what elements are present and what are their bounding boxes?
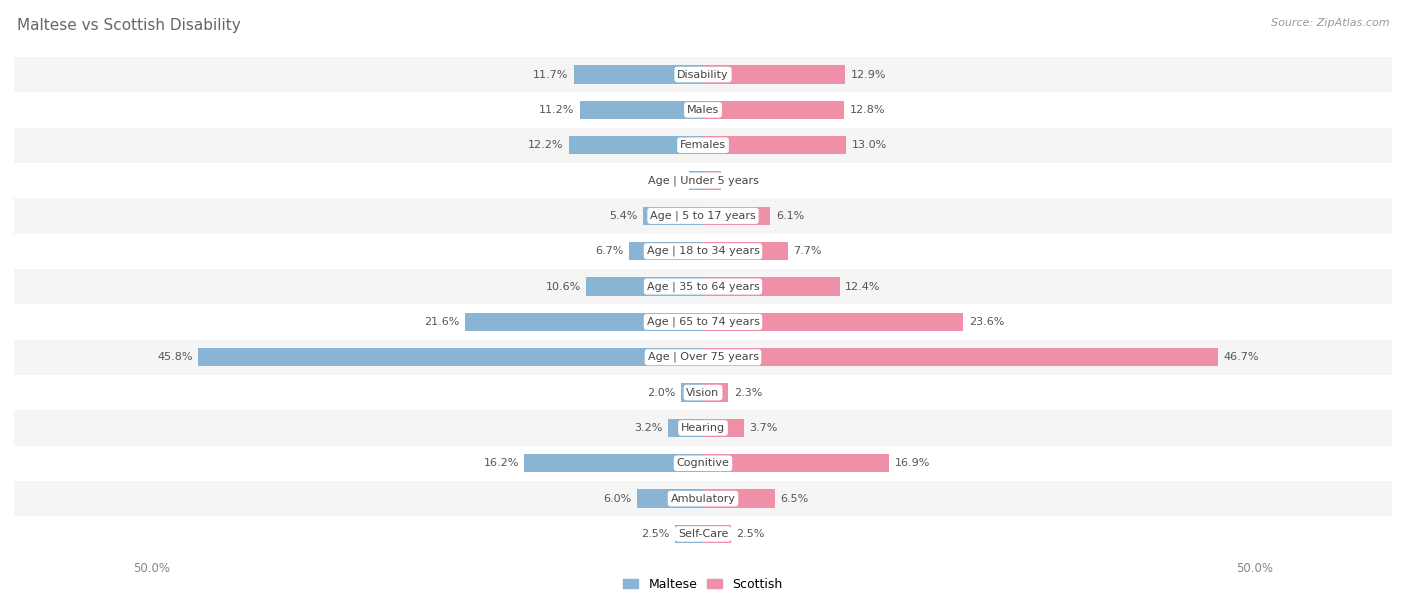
Text: 45.8%: 45.8% [157,353,193,362]
Bar [14,340,1392,375]
Bar [14,481,1392,517]
Bar [14,92,1392,127]
Text: 10.6%: 10.6% [546,282,581,291]
Text: 3.7%: 3.7% [749,423,778,433]
Text: 6.5%: 6.5% [780,494,808,504]
Bar [198,348,703,367]
Bar [14,410,1392,446]
Text: 12.2%: 12.2% [527,140,562,150]
Bar [681,383,703,401]
Bar [644,207,703,225]
Text: Age | Over 75 years: Age | Over 75 years [648,352,758,362]
Text: 2.5%: 2.5% [641,529,669,539]
Text: Age | 5 to 17 years: Age | 5 to 17 years [650,211,756,221]
Text: 3.2%: 3.2% [634,423,662,433]
Bar [703,313,963,331]
Bar [579,100,703,119]
Text: 16.9%: 16.9% [894,458,931,468]
Text: 21.6%: 21.6% [425,317,460,327]
Bar [14,446,1392,481]
Bar [14,57,1392,92]
Text: 2.3%: 2.3% [734,387,762,398]
Text: Maltese vs Scottish Disability: Maltese vs Scottish Disability [17,18,240,34]
Bar [703,242,787,261]
Text: 11.7%: 11.7% [533,70,568,80]
Text: Males: Males [688,105,718,115]
Text: 12.8%: 12.8% [849,105,886,115]
Text: 1.6%: 1.6% [725,176,755,185]
Bar [586,277,703,296]
Bar [637,490,703,508]
Text: 13.0%: 13.0% [852,140,887,150]
Text: 6.7%: 6.7% [595,246,624,256]
Text: 2.0%: 2.0% [647,387,675,398]
Bar [689,171,703,190]
Bar [675,524,703,543]
Legend: Maltese, Scottish: Maltese, Scottish [619,573,787,596]
Bar [703,171,721,190]
Text: 12.9%: 12.9% [851,70,886,80]
Text: 23.6%: 23.6% [969,317,1004,327]
Bar [524,454,703,472]
Text: Cognitive: Cognitive [676,458,730,468]
Text: Age | 35 to 64 years: Age | 35 to 64 years [647,282,759,292]
Bar [703,207,770,225]
Text: Age | 18 to 34 years: Age | 18 to 34 years [647,246,759,256]
Text: 11.2%: 11.2% [538,105,574,115]
Bar [703,100,844,119]
Text: Self-Care: Self-Care [678,529,728,539]
Bar [703,65,845,84]
Text: Ambulatory: Ambulatory [671,494,735,504]
Bar [568,136,703,154]
Text: Age | 65 to 74 years: Age | 65 to 74 years [647,316,759,327]
Bar [703,383,728,401]
Text: Disability: Disability [678,70,728,80]
Text: Females: Females [681,140,725,150]
Text: 46.7%: 46.7% [1223,353,1258,362]
Text: 6.0%: 6.0% [603,494,631,504]
Text: 16.2%: 16.2% [484,458,519,468]
Bar [703,524,731,543]
Bar [14,234,1392,269]
Bar [14,517,1392,551]
Bar [14,198,1392,234]
Bar [465,313,703,331]
Bar [668,419,703,437]
Bar [14,269,1392,304]
Text: 2.5%: 2.5% [737,529,765,539]
Bar [14,375,1392,410]
Text: 7.7%: 7.7% [793,246,823,256]
Bar [703,277,839,296]
Bar [703,454,889,472]
Text: Source: ZipAtlas.com: Source: ZipAtlas.com [1271,18,1389,28]
Bar [703,419,744,437]
Text: 1.3%: 1.3% [655,176,683,185]
Bar [628,242,703,261]
Text: Hearing: Hearing [681,423,725,433]
Bar [14,163,1392,198]
Text: Vision: Vision [686,387,720,398]
Bar [703,348,1218,367]
Bar [14,304,1392,340]
Text: 12.4%: 12.4% [845,282,880,291]
Text: 5.4%: 5.4% [610,211,638,221]
Text: Age | Under 5 years: Age | Under 5 years [648,175,758,186]
Bar [574,65,703,84]
Bar [14,127,1392,163]
Bar [703,490,775,508]
Bar [703,136,846,154]
Text: 6.1%: 6.1% [776,211,804,221]
